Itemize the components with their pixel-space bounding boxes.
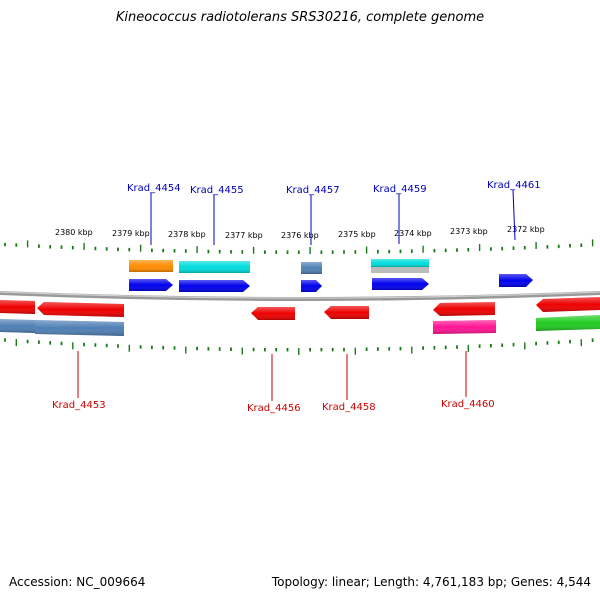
gene-labels-top: Krad_4454 Krad_4455 Krad_4457 Krad_4459 … (127, 180, 541, 245)
kbp-label-2372: 2372 kbp (507, 225, 545, 234)
kbp-label-2376: 2376 kbp (281, 231, 319, 240)
gene-labels-bottom: Krad_4453 Krad_4456 Krad_4458 Krad_4460 (52, 351, 495, 414)
gene-label-krad-4458: Krad_4458 (322, 402, 376, 413)
kbp-label-2379: 2379 kbp (112, 229, 150, 238)
kbp-label-2380: 2380 kbp (55, 228, 93, 237)
kbp-label-2378: 2378 kbp (168, 230, 206, 239)
reverse-features (0, 297, 600, 336)
tick-marks-bottom (4, 338, 594, 355)
genome-backbone (0, 291, 600, 301)
gene-label-krad-4461: Krad_4461 (487, 180, 541, 191)
kbp-label-2375: 2375 kbp (338, 230, 376, 239)
gene-label-krad-4454: Krad_4454 (127, 183, 181, 194)
tick-marks-top (4, 239, 594, 254)
kbp-label-2374: 2374 kbp (394, 229, 432, 238)
gene-label-krad-4460: Krad_4460 (441, 399, 495, 410)
kbp-label-2373: 2373 kbp (450, 227, 488, 236)
gene-label-krad-4459: Krad_4459 (373, 184, 427, 195)
feature-grey-4459 (371, 267, 429, 273)
forward-features (129, 259, 533, 292)
gene-label-krad-4453: Krad_4453 (52, 400, 106, 411)
genome-stats-text: Topology: linear; Length: 4,761,183 bp; … (271, 575, 591, 589)
map-title: Kineococcus radiotolerans SRS30216, comp… (115, 10, 485, 25)
gene-label-krad-4456: Krad_4456 (247, 403, 301, 414)
gene-label-krad-4455: Krad_4455 (190, 185, 244, 196)
gene-label-krad-4457: Krad_4457 (286, 185, 340, 196)
kbp-scale: 2380 kbp 2379 kbp 2378 kbp 2377 kbp 2376… (55, 225, 545, 240)
accession-text: Accession: NC_009664 (9, 575, 146, 589)
kbp-label-2377: 2377 kbp (225, 231, 263, 240)
